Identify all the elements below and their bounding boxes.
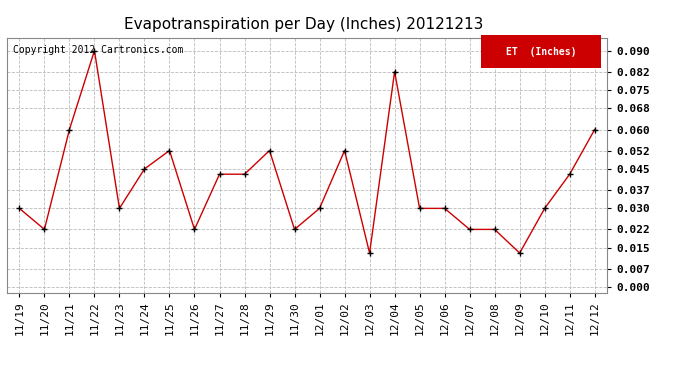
Text: Evapotranspiration per Day (Inches) 20121213: Evapotranspiration per Day (Inches) 2012…	[124, 17, 483, 32]
Bar	[481, 35, 601, 68]
Text: ET  (Inches): ET (Inches)	[506, 46, 576, 57]
Text: Copyright 2012 Cartronics.com: Copyright 2012 Cartronics.com	[13, 45, 184, 55]
